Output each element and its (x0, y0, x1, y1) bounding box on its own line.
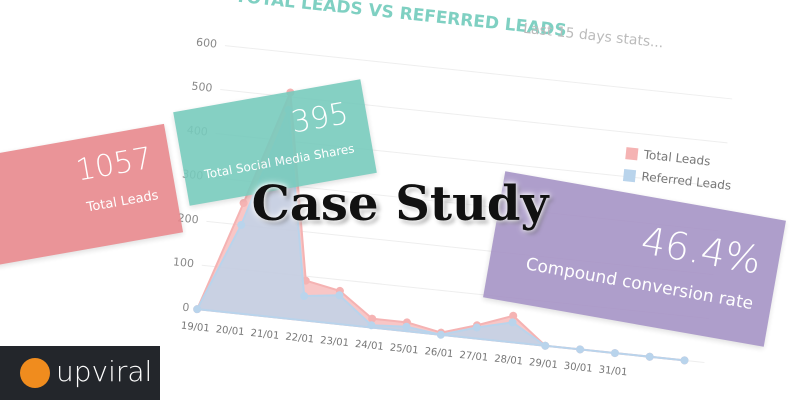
legend-label: Total Leads (642, 147, 711, 168)
point (239, 199, 248, 208)
point (193, 305, 202, 314)
point (541, 341, 550, 350)
chart-subtitle: Last 15 days stats... (522, 21, 664, 52)
y-tick-label: 500 (191, 80, 213, 95)
x-tick-label: 22/01 (285, 332, 315, 346)
point (472, 323, 481, 332)
x-tick-label: 30/01 (563, 361, 593, 375)
point (508, 318, 517, 327)
point (509, 311, 518, 320)
y-tick-label: 600 (195, 36, 217, 51)
y-tick-label: 200 (177, 211, 199, 226)
x-tick-label: 19/01 (180, 321, 210, 335)
headline: Case Study (251, 176, 549, 232)
point (237, 220, 246, 229)
y-tick-label: 0 (182, 301, 190, 315)
grid-line (224, 45, 733, 100)
x-tick-label: 23/01 (320, 335, 350, 349)
x-tick-label: 24/01 (354, 339, 384, 353)
x-tick-label: 21/01 (250, 328, 280, 342)
logo-mark (20, 358, 50, 388)
logo: upviral (0, 346, 160, 400)
point (367, 321, 376, 330)
x-tick-label: 28/01 (494, 354, 524, 368)
card-value: 395 (288, 96, 352, 141)
point (335, 291, 344, 300)
legend-swatch (622, 169, 637, 183)
x-tick-label: 26/01 (424, 346, 454, 360)
point (436, 330, 445, 339)
chart-title: TOTAL LEADS VS REFERRED LEADS (234, 0, 567, 41)
logo-text: upviral (56, 355, 153, 388)
x-tick-label: 20/01 (215, 324, 245, 338)
point (402, 322, 411, 331)
point (645, 352, 654, 361)
x-tick-label: 29/01 (528, 357, 558, 371)
x-tick-label: 31/01 (598, 364, 628, 378)
x-tick-label: 25/01 (389, 343, 419, 357)
point (610, 349, 619, 358)
x-tick-label: 27/01 (459, 350, 489, 364)
point (300, 291, 309, 300)
point (576, 345, 585, 354)
legend-swatch (625, 147, 639, 161)
area (195, 109, 685, 362)
y-tick-label: 100 (172, 255, 194, 270)
point (680, 356, 689, 365)
point (368, 314, 377, 323)
